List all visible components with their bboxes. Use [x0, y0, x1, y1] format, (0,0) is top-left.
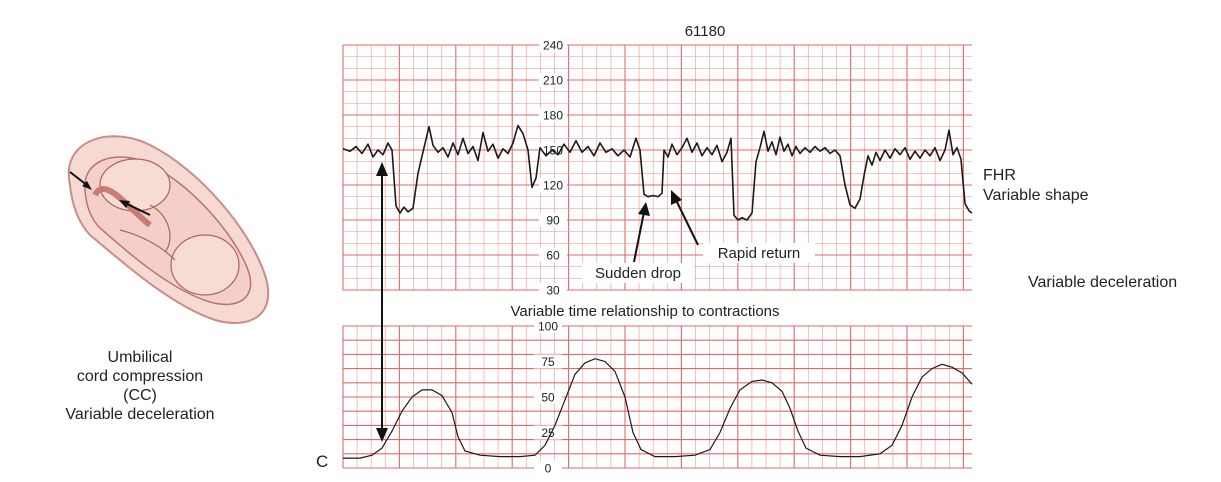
tick-label: 210 — [543, 74, 563, 88]
side-label: Variable deceleration — [1028, 274, 1177, 291]
tick-label: 90 — [546, 214, 560, 228]
tick-label: 120 — [543, 179, 563, 193]
rapid-return-arrow — [671, 190, 699, 246]
caption-line: (CC) — [123, 387, 157, 404]
tick-label: 75 — [541, 355, 555, 369]
tick-label: 30 — [546, 284, 560, 298]
tick-label: 100 — [538, 320, 558, 334]
sudden-drop-label: Sudden drop — [595, 265, 681, 282]
chart-id: 61180 — [685, 23, 726, 40]
uc-trace — [343, 358, 973, 459]
fhr-trace — [342, 124, 973, 221]
tick-label: 180 — [543, 109, 563, 123]
sudden-drop-arrow — [633, 202, 650, 263]
relationship-text: Variable time relationship to contractio… — [510, 303, 779, 320]
fhr-grid — [342, 44, 972, 291]
caption-line: cord compression — [76, 368, 204, 385]
uc-axis-ticks: 100 75 50 25 0 — [534, 319, 562, 476]
caption-line: Umbilical — [107, 349, 173, 366]
tick-label: 60 — [546, 249, 560, 263]
caption-line: Variable deceleration — [65, 406, 215, 423]
fetus-in-uterus-illustration — [67, 135, 270, 324]
tick-label: 25 — [541, 426, 555, 440]
rapid-return-label: Rapid return — [718, 245, 801, 262]
tick-label: 0 — [545, 462, 552, 476]
tick-label: 50 — [541, 391, 555, 405]
fhr-shape-label: Variable shape — [983, 187, 1089, 204]
uc-marker: C — [316, 452, 328, 471]
tick-label: 240 — [543, 39, 563, 53]
uc-grid — [342, 325, 972, 469]
illustration-caption: Umbilical cord compression (CC) Variable… — [30, 348, 250, 424]
timing-arrow — [376, 162, 388, 442]
fhr-label: FHR — [983, 167, 1016, 184]
